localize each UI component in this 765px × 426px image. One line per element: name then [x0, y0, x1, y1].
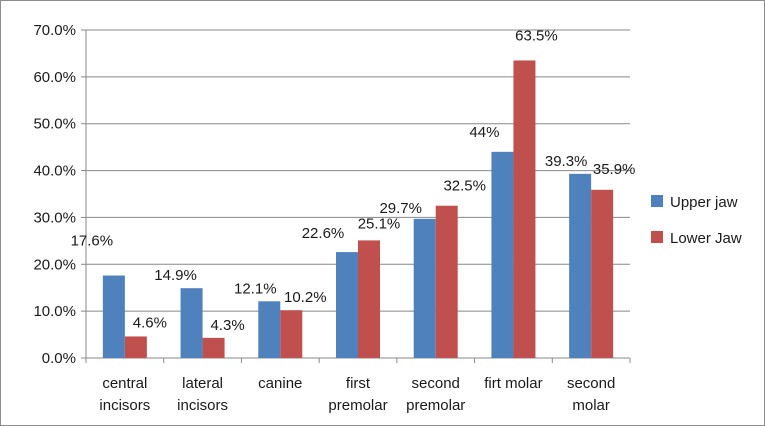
y-tick-label: 40.0% — [33, 163, 76, 180]
x-category-label-line: molar — [572, 397, 610, 414]
data-label-lower-jaw: 63.5% — [515, 27, 558, 44]
x-category-label: central incisors — [99, 375, 150, 414]
data-label-lower-jaw: 10.2% — [284, 289, 327, 306]
legend-label-lower-jaw: Lower Jaw — [670, 230, 742, 247]
x-category-label-line: premolar — [328, 397, 387, 414]
bars — [102, 60, 614, 358]
data-label-lower-jaw: 35.9% — [593, 161, 636, 178]
data-label-lower-jaw: 32.5% — [443, 178, 486, 195]
bar-lower-jaw — [202, 337, 225, 358]
data-label-upper-jaw: 22.6% — [302, 225, 345, 242]
x-category-label: canine — [258, 375, 302, 392]
x-category-label: firt molar — [484, 375, 542, 392]
data-label-lower-jaw: 4.3% — [210, 317, 244, 334]
gridlines — [86, 29, 630, 312]
data-label-lower-jaw: 25.1% — [358, 215, 401, 232]
x-category-label-line: incisors — [99, 397, 150, 414]
x-category-label-line: lateral — [182, 375, 223, 392]
legend-swatch-upper-jaw — [651, 195, 663, 207]
legend-label-upper-jaw: Upper jaw — [670, 194, 738, 211]
x-category-label-line: premolar — [406, 397, 465, 414]
bar-lower-jaw — [513, 60, 536, 358]
bar-upper-jaw — [569, 173, 592, 358]
data-label-upper-jaw: 17.6% — [71, 233, 114, 250]
y-tick-label: 30.0% — [33, 209, 76, 226]
y-tick-label: 10.0% — [33, 303, 76, 320]
x-category-label-line: second — [412, 375, 460, 392]
x-category-label-line: second — [567, 375, 615, 392]
data-label-upper-jaw: 44% — [469, 124, 499, 141]
data-label-lower-jaw: 4.6% — [133, 314, 167, 331]
x-category-label: second molar — [567, 375, 615, 414]
data-label-upper-jaw: 29.7% — [379, 200, 422, 217]
bar-upper-jaw — [180, 288, 203, 358]
bar-upper-jaw — [491, 151, 514, 358]
legend: Upper jaw Lower Jaw — [651, 194, 742, 247]
x-category-label: second premolar — [406, 375, 465, 414]
bar-lower-jaw — [435, 205, 458, 358]
y-tick-label: 70.0% — [33, 22, 76, 39]
y-tick-label: 60.0% — [33, 69, 76, 86]
bar-upper-jaw — [102, 275, 125, 358]
y-tick-label: 50.0% — [33, 116, 76, 133]
bar-lower-jaw — [358, 240, 380, 358]
bar-lower-jaw — [124, 336, 147, 358]
data-label-upper-jaw: 39.3% — [545, 153, 588, 170]
x-category-label-line: firt molar — [484, 375, 542, 392]
x-category-label-line: incisors — [177, 397, 228, 414]
y-tick-label: 20.0% — [33, 256, 76, 273]
legend-swatch-lower-jaw — [651, 231, 663, 243]
x-category-label: first premolar — [328, 375, 387, 414]
axes: 0.0% 10.0% 20.0% 30.0% 40.0% 50.0% 60.0% 70.0% c… — [33, 22, 631, 414]
bar-upper-jaw — [258, 301, 281, 358]
bar-lower-jaw — [280, 310, 303, 358]
bar-lower-jaw — [591, 189, 614, 358]
x-category-label-line: canine — [258, 375, 302, 392]
x-category-label-line: central — [102, 375, 147, 392]
bar-upper-jaw — [336, 252, 358, 358]
data-label-upper-jaw: 14.9% — [154, 267, 197, 284]
data-labels: 17.6% 14.9% 12.1% 22.6% 29.7% 44% 39.3% 4.6% 4.3… — [71, 27, 636, 333]
x-category-label: lateral incisors — [177, 375, 228, 414]
bar-upper-jaw — [413, 218, 436, 358]
y-tick-label: 0.0% — [42, 350, 76, 367]
data-label-upper-jaw: 12.1% — [234, 280, 277, 297]
x-category-label-line: first — [346, 375, 371, 392]
